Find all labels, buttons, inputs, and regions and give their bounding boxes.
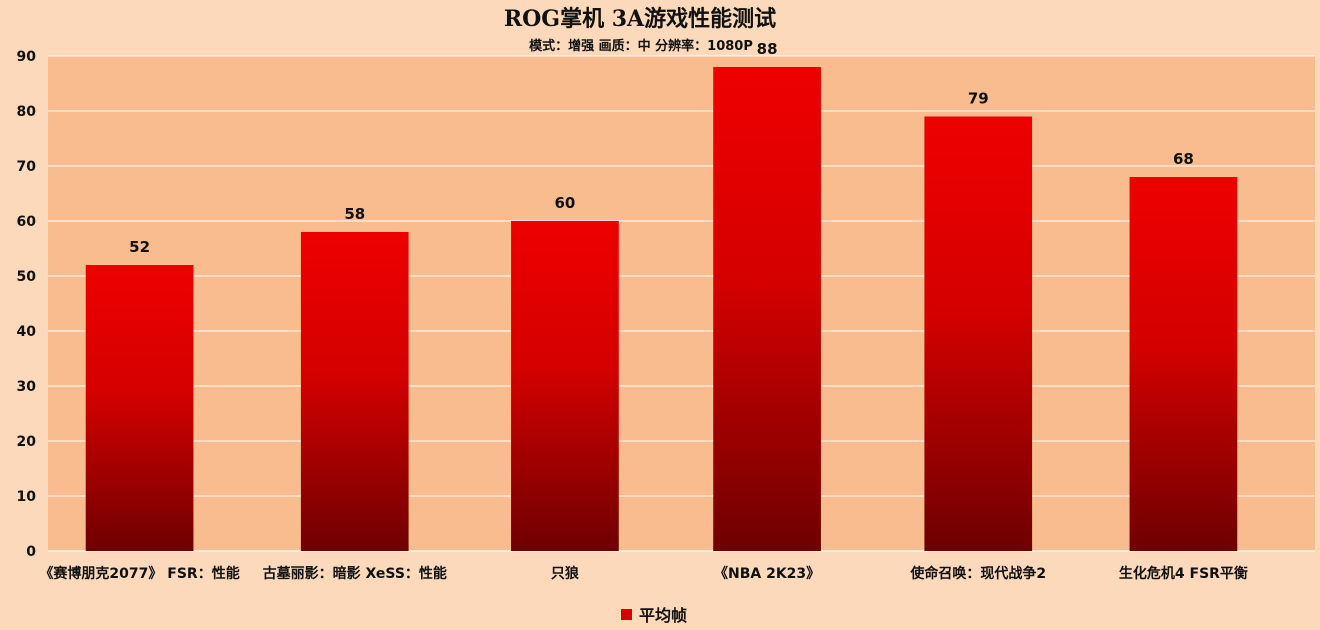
- bar: [924, 116, 1033, 551]
- bars: [85, 67, 1238, 551]
- x-tick-label: 生化危机4 FSR平衡: [1119, 565, 1248, 582]
- chart-subtitle: 模式：增强 画质：中 分辨率：1080P: [529, 38, 753, 54]
- grid-lines: [48, 55, 1315, 552]
- y-tick-label: 0: [26, 544, 36, 560]
- data-label: 52: [129, 238, 150, 256]
- data-label: 60: [554, 194, 575, 212]
- y-tick-label: 70: [17, 159, 37, 175]
- data-label: 68: [1173, 150, 1194, 168]
- data-label: 79: [968, 90, 989, 108]
- legend-marker: [621, 609, 632, 620]
- bar: [300, 232, 409, 551]
- y-axis-ticks: 0 10 20 30 40 50 60 70 80 90: [17, 49, 37, 560]
- x-tick-label: 《赛博朋克2077》 FSR：性能: [39, 565, 239, 582]
- bar: [1129, 177, 1238, 551]
- y-tick-label: 90: [17, 49, 37, 65]
- x-tick-label: 只狼: [551, 565, 580, 582]
- x-tick-label: 《NBA 2K23》: [714, 566, 820, 582]
- x-tick-label: 古墓丽影：暗影 XeSS：性能: [263, 565, 447, 582]
- y-tick-label: 10: [17, 489, 37, 505]
- chart-title: ROG掌机 3A游戏性能测试: [504, 6, 776, 32]
- y-tick-label: 40: [17, 324, 37, 340]
- y-tick-label: 20: [17, 434, 37, 450]
- x-tick-label: 使命召唤：现代战争2: [909, 565, 1046, 582]
- bar: [713, 67, 821, 551]
- y-tick-label: 80: [17, 104, 37, 120]
- data-labels: 52 58 60 88 79 68: [129, 40, 1194, 256]
- bar: [85, 265, 194, 551]
- data-label: 88: [757, 40, 778, 58]
- bar: [511, 221, 619, 551]
- plot-area: [48, 56, 1315, 551]
- y-tick-label: 60: [17, 214, 37, 230]
- x-axis-ticks: 《赛博朋克2077》 FSR：性能 古墓丽影：暗影 XeSS：性能 只狼 《NBA 2…: [39, 565, 1247, 582]
- legend: 平均帧: [621, 606, 687, 625]
- y-tick-label: 50: [17, 269, 37, 285]
- legend-label: 平均帧: [639, 606, 687, 625]
- y-tick-label: 30: [17, 379, 37, 395]
- data-label: 58: [344, 205, 365, 223]
